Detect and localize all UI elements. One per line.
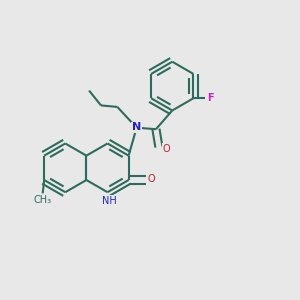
Text: NH: NH: [102, 196, 116, 206]
Text: F: F: [207, 93, 214, 103]
Text: O: O: [147, 174, 155, 184]
Text: CH₃: CH₃: [34, 195, 52, 205]
Text: O: O: [163, 143, 170, 154]
Text: N: N: [132, 122, 141, 132]
